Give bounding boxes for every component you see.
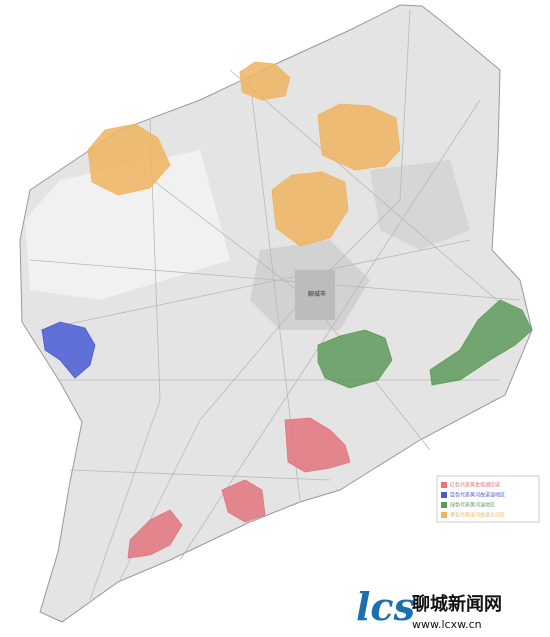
legend-swatch [441, 492, 447, 498]
watermark: lcs 聊城新闻网 www.lcxw.cn [356, 584, 502, 631]
highlight-region [41, 321, 96, 379]
dark-zone [370, 160, 470, 250]
light-zone [25, 150, 230, 300]
legend-label: 红色代表黄金塔湖区域 [450, 482, 500, 489]
legend-swatch [441, 482, 447, 488]
legend-label: 蓝色代表黄河故道湿地区 [450, 492, 505, 499]
highlight-regions [41, 61, 533, 559]
highlight-region [271, 171, 349, 247]
site-name: 聊城新闻网 [412, 593, 502, 615]
highlight-region [429, 299, 533, 386]
site-url: www.lcxw.cn [412, 618, 482, 631]
highlight-region [317, 103, 401, 171]
legend-label: 绿色代表黄河湿地区 [450, 502, 495, 509]
highlight-region [317, 329, 393, 389]
city-block [295, 270, 335, 320]
city-label: 聊城市 [308, 290, 326, 298]
highlight-region [239, 61, 291, 101]
legend: 红色代表黄金塔湖区域蓝色代表黄河故道湿地区绿色代表黄河湿地区黄色代表运河故道北河… [441, 482, 505, 519]
logo-mark: lcs [356, 584, 415, 629]
legend-box [436, 475, 540, 523]
highlight-region [284, 417, 351, 473]
highlight-region [221, 479, 266, 523]
legend-swatch [441, 502, 447, 508]
highlight-region [127, 509, 183, 559]
legend-label: 黄色代表运河故道北河区 [450, 512, 505, 519]
highlight-region [87, 123, 171, 196]
legend-swatch [441, 512, 447, 518]
